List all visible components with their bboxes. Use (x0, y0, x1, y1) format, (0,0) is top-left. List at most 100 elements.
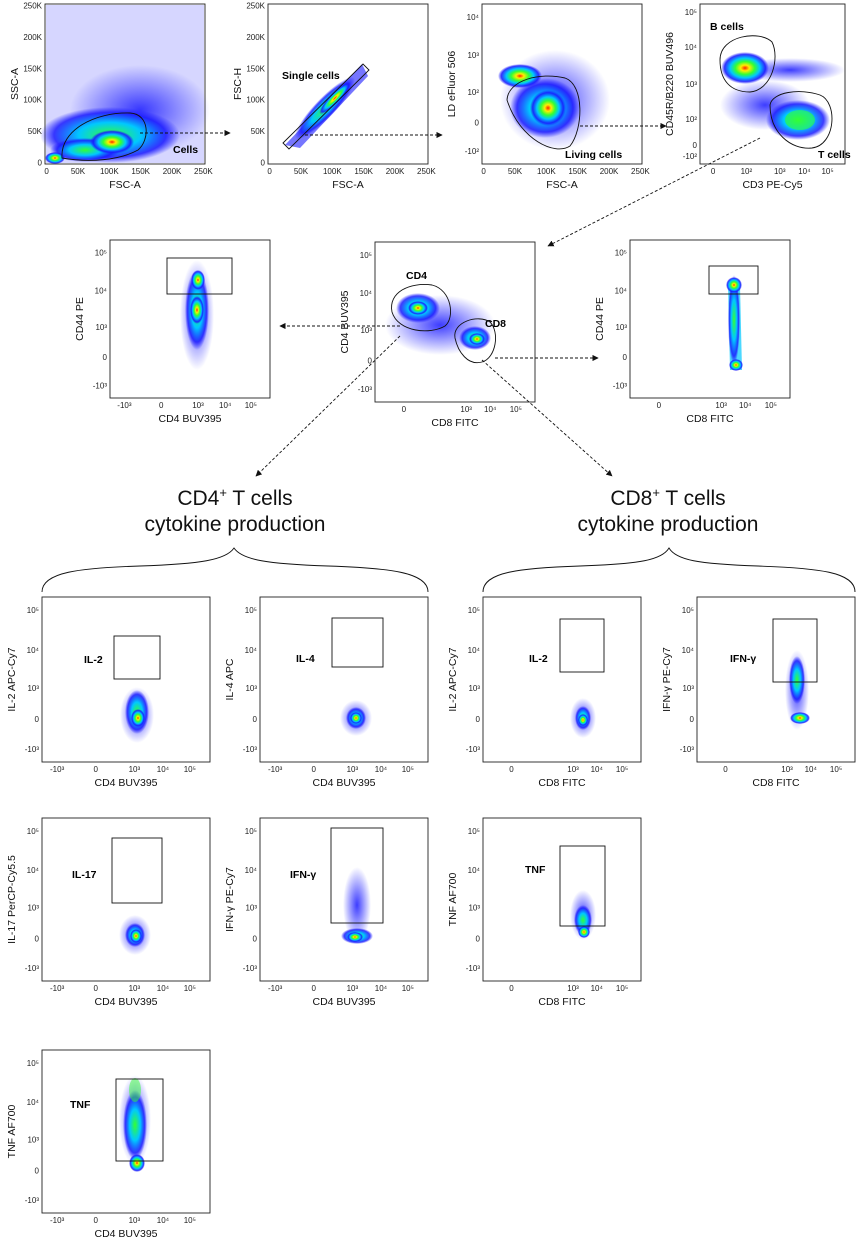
population-cloud (570, 698, 596, 738)
x-axis-label: FSC-A (332, 179, 364, 191)
panel-cd8-cd44 (629, 239, 791, 399)
x-tick-label: 10⁴ (375, 984, 388, 993)
x-tick-label: 10³ (129, 984, 141, 993)
y-axis-label: IL-2 APC-Cy7 (447, 647, 459, 711)
x-axis-label: FSC-A (109, 179, 141, 191)
x-tick-label: -10³ (50, 765, 65, 774)
x-tick-label: 10⁵ (821, 167, 833, 176)
y-tick-label: 10⁵ (27, 606, 39, 615)
x-tick-label: -10³ (268, 984, 283, 993)
y-tick-label: 10⁴ (468, 646, 481, 655)
plot-frame (696, 596, 856, 763)
y-tick-label: 10³ (245, 684, 257, 693)
x-axis-label: CD4 BUV395 (94, 777, 157, 789)
y-tick-label: -10³ (25, 964, 40, 973)
y-axis-label: TNF AF700 (447, 872, 459, 926)
y-tick-label: 10⁴ (467, 13, 480, 22)
x-tick-label: 10⁴ (739, 401, 752, 410)
y-tick-label: 0 (35, 1167, 40, 1176)
gate-label-tnf: TNF (70, 1099, 91, 1111)
x-axis-label: CD4 BUV395 (312, 996, 375, 1008)
x-tick-label: 10⁵ (184, 1216, 196, 1225)
plot-frame (41, 596, 211, 763)
gate-label-cd8: CD8 (485, 318, 506, 330)
y-axis-label: IL-4 APC (224, 658, 236, 700)
gate-label-il4: IL-4 (296, 653, 315, 665)
plot-frame (629, 239, 791, 399)
y-tick-label: -10³ (358, 385, 373, 394)
y-tick-label: 10⁴ (27, 646, 40, 655)
arrow-cd8-to-cytokines (481, 359, 613, 477)
gate-label-t-cells: T cells (818, 149, 851, 161)
y-axis-label: TNF AF700 (6, 1104, 18, 1158)
arrow-cd4-to-cytokines (255, 335, 401, 477)
panel-cd4-cd44 (109, 239, 271, 399)
heading-cd4-line1: CD4+ T cells (177, 485, 292, 510)
population-cloud (120, 687, 154, 743)
x-tick-label: 50K (508, 167, 523, 176)
y-tick-label: 100K (246, 96, 265, 105)
x-tick-label: 10³ (129, 765, 141, 774)
y-tick-label: 0 (476, 715, 481, 724)
y-tick-label: 10⁵ (360, 251, 372, 260)
gate-label-cells: Cells (173, 144, 198, 156)
y-axis-label: IL-17 PerCP-Cy5.5 (6, 855, 18, 944)
x-axis-label: CD8 FITC (431, 417, 479, 429)
x-tick-label: 10³ (567, 765, 579, 774)
x-tick-label: 0 (94, 984, 99, 993)
y-tick-label: 10³ (27, 904, 39, 913)
panel-fsc-ssc: Cells (40, 3, 210, 165)
y-tick-label: 250K (23, 2, 42, 11)
y-tick-label: 0 (35, 715, 40, 724)
population-cloud (785, 650, 810, 730)
y-tick-label: -10³ (613, 381, 628, 390)
x-tick-label: 10³ (567, 984, 579, 993)
y-tick-label: 0 (253, 715, 258, 724)
x-tick-label: 200K (600, 167, 619, 176)
x-tick-label: 10³ (347, 765, 359, 774)
population-cloud (341, 867, 373, 944)
il2-positive-gate (113, 635, 161, 680)
heading-cd4-line2: cytokine production (145, 513, 326, 536)
gate-label-il2: IL-2 (84, 654, 103, 666)
x-tick-label: 0 (509, 765, 514, 774)
single-cells-gate (282, 63, 370, 150)
x-tick-label: 10⁵ (184, 765, 196, 774)
x-tick-label: 0 (723, 765, 728, 774)
y-tick-label: 0 (368, 356, 373, 365)
x-tick-label: 10⁵ (402, 984, 414, 993)
plot-frame (41, 817, 211, 982)
y-tick-label: 0 (35, 935, 40, 944)
gate-label-cd4: CD4 (406, 270, 427, 282)
y-tick-label: -10³ (243, 745, 258, 754)
gate-label-single-cells: Single cells (282, 70, 340, 82)
living-cells-gate (506, 75, 581, 150)
x-tick-label: 10² (741, 167, 753, 176)
y-tick-label: 10⁵ (468, 827, 480, 836)
y-tick-label: 10³ (467, 51, 479, 60)
plot-frame (482, 596, 642, 763)
y-tick-label: 10³ (685, 80, 697, 89)
y-tick-label: -10³ (25, 1196, 40, 1205)
y-tick-label: 50K (251, 127, 266, 136)
x-tick-label: 0 (94, 765, 99, 774)
y-tick-label: 10⁴ (245, 646, 258, 655)
y-tick-label: 0 (623, 353, 628, 362)
x-tick-label: 250K (417, 167, 436, 176)
population-cloud (119, 915, 151, 955)
y-tick-label: 100K (23, 96, 42, 105)
y-axis-label: CD45R/B220 BUV496 (664, 32, 676, 136)
x-tick-label: 10⁵ (510, 405, 522, 414)
x-tick-label: 10⁴ (484, 405, 497, 414)
panel-cd4-il17: IL-17 (41, 817, 211, 982)
gate-label-ifng: IFN-γ (290, 869, 316, 881)
population-cloud (180, 260, 214, 370)
y-tick-label: 10⁵ (95, 249, 107, 258)
x-tick-label: 10⁴ (805, 765, 818, 774)
y-tick-label: 10³ (682, 684, 694, 693)
y-tick-label: -10³ (466, 745, 481, 754)
x-tick-label: 10³ (192, 401, 204, 410)
y-axis-label: FSC-H (232, 68, 244, 100)
il17-positive-gate (111, 837, 163, 904)
